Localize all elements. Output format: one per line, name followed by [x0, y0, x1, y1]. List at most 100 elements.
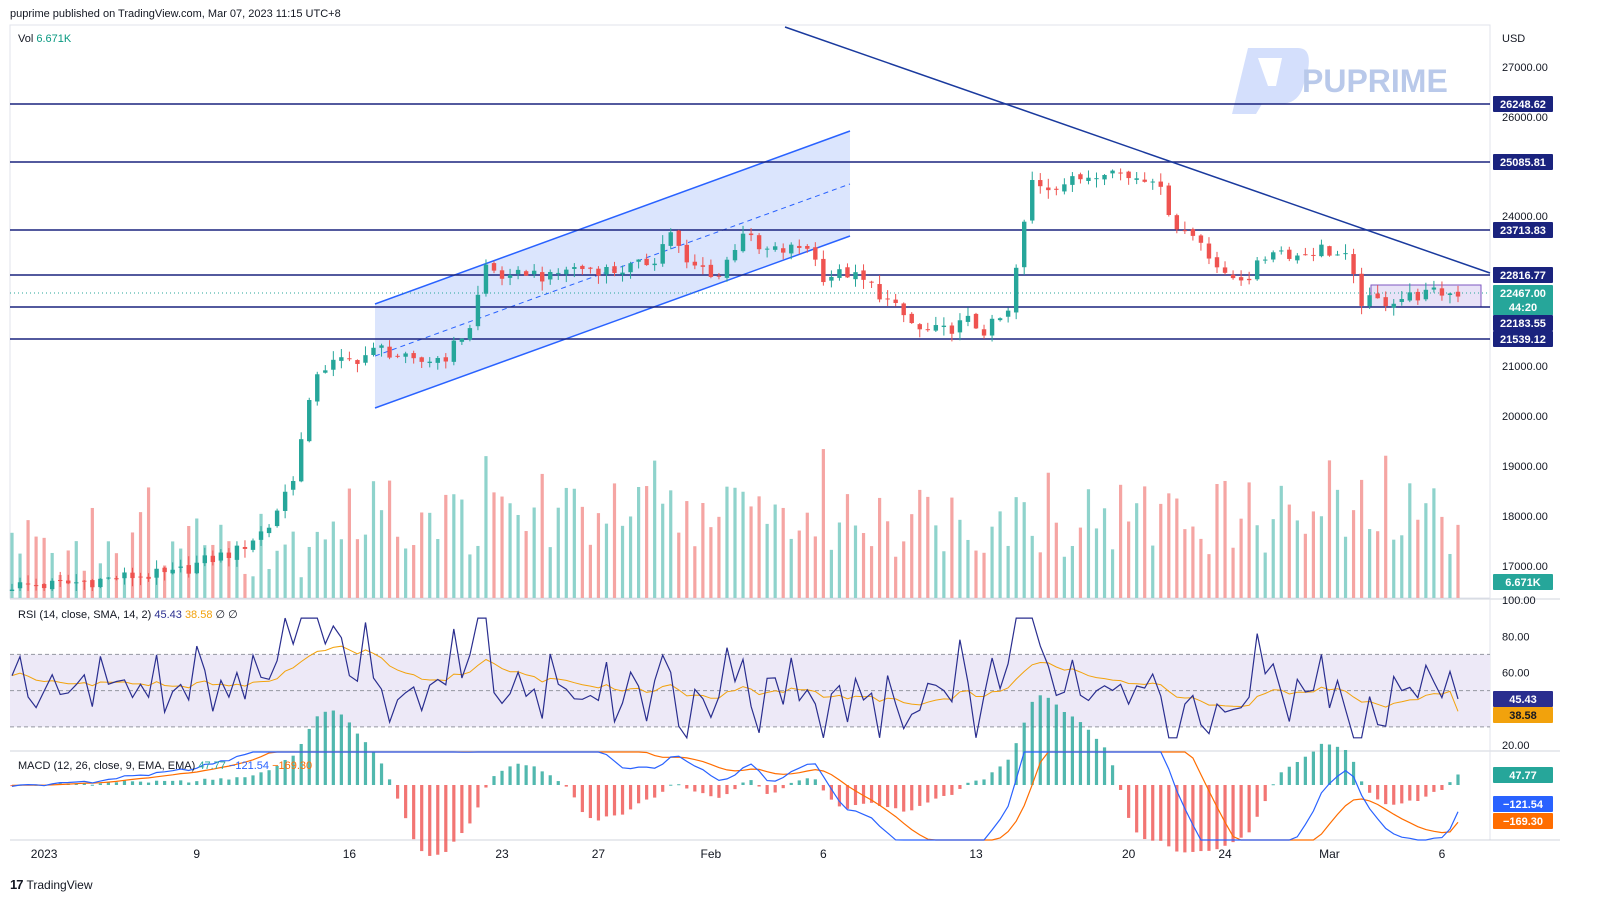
macd-hist-bar [355, 733, 360, 785]
candle-body [1174, 215, 1180, 230]
macd-hist-bar [291, 755, 295, 785]
candle-body [210, 555, 216, 563]
candle-body [387, 346, 392, 358]
level-badge: 23713.83 [1493, 222, 1553, 238]
candle-body [1407, 292, 1412, 301]
level-lines [10, 103, 1490, 340]
volume-bar [492, 492, 496, 598]
macd-hist-bar [966, 782, 970, 785]
candle-body [1375, 293, 1380, 299]
candle-body [764, 248, 770, 250]
macd-line-value: −121.54 [228, 760, 270, 772]
macd-hist-bar [1159, 785, 1163, 841]
macd-hist-bar [1408, 785, 1412, 801]
price-tick-label: 21000.00 [1502, 361, 1548, 373]
volume-bar [604, 523, 609, 598]
tradingview-footer: 17 TradingView [10, 877, 93, 892]
macd-hist-bar [741, 782, 745, 785]
macd-hist-bar [653, 785, 657, 798]
volume-bar [10, 532, 14, 598]
volume-bar [436, 539, 440, 598]
macd-hist-bar [749, 780, 753, 785]
candle-body [467, 328, 473, 340]
macd-hist-bar [845, 785, 850, 809]
volume-bar [781, 507, 785, 598]
volume-bar [934, 525, 938, 598]
macd-hist-bar [982, 779, 986, 785]
macd-hist-bar [1279, 772, 1283, 785]
rsi-band [10, 654, 1490, 727]
volume-bar [1400, 535, 1404, 598]
macd-hist-bar [420, 785, 424, 852]
volume-bar [1247, 482, 1251, 598]
volume-bar [853, 525, 858, 598]
candle-body [1046, 187, 1051, 191]
price-tick-label: 24000.00 [1502, 211, 1548, 223]
macd-hist-bar [1327, 744, 1332, 785]
macd-legend: MACD (12, 26, close, 9, EMA, EMA) 47.77 … [18, 760, 312, 772]
volume-bar [146, 487, 151, 598]
volume-bar [757, 496, 761, 598]
macd-hist-bar [1151, 785, 1155, 841]
candle-body [419, 357, 424, 362]
macd-hist-bar [1263, 785, 1267, 802]
macd-hist-bar [516, 763, 520, 785]
volume-bar [1030, 535, 1034, 598]
macd-hist-bar [275, 765, 279, 785]
macd-hist-bar [1078, 722, 1083, 785]
volume-bar [813, 536, 817, 598]
volume-bar [894, 556, 898, 598]
macd-signal-badge-bg [1493, 813, 1553, 829]
macd-hist-bar [821, 785, 825, 791]
volume-bar [355, 539, 360, 598]
volume-bar [1191, 526, 1195, 598]
macd-hist-bar [396, 785, 400, 799]
macd-hist-bar [628, 785, 633, 810]
volume-bar [1175, 498, 1179, 598]
candle-body [234, 545, 240, 560]
candle-body [1118, 172, 1123, 174]
macd-hist-bar [773, 785, 777, 793]
rsi-line [11, 617, 1459, 740]
volume-bar [709, 527, 713, 598]
price-tick-label: 18000.00 [1502, 511, 1548, 523]
macd-hist-bar [580, 785, 584, 813]
macd-signal-value: −169.30 [272, 760, 313, 772]
candle-body [531, 270, 537, 275]
volume-bar [1054, 522, 1058, 598]
candle-body [1279, 250, 1284, 252]
macd-hist-bar [219, 778, 223, 785]
macd-hist-bar [918, 785, 922, 806]
candle-body [491, 263, 497, 271]
volume-bar [74, 541, 78, 598]
candle-body [877, 284, 882, 300]
macd-hist-bar [452, 785, 456, 842]
level-badge: 21539.12 [1493, 331, 1553, 347]
candle-body [652, 263, 657, 266]
macd-hist-bar [82, 783, 86, 785]
volume-bar [508, 503, 512, 598]
volume-bar [387, 480, 392, 598]
macd-hist-bar [701, 785, 705, 794]
macd-hist-bar [1127, 785, 1131, 818]
volume-bar [1408, 483, 1412, 598]
rsi-tick-label: 80.00 [1502, 631, 1530, 643]
candle-body [1391, 303, 1396, 308]
candle-body [1415, 291, 1421, 301]
candle-body [692, 261, 698, 266]
candle-body [299, 439, 304, 482]
time-tick-label: 24 [1218, 847, 1232, 861]
macd-hist-bar [1215, 785, 1219, 850]
volume-bar [130, 532, 135, 598]
macd-hist-bar [1351, 761, 1356, 785]
macd-hist-bar [436, 785, 440, 855]
volume-bar [460, 499, 464, 598]
volume-bar [1392, 539, 1396, 598]
volume-bar [580, 506, 584, 598]
candle-body [885, 298, 890, 300]
candle-body [660, 244, 665, 264]
macd-hist-bar [484, 785, 488, 788]
volume-bar [701, 503, 705, 598]
volume-bar [412, 545, 416, 598]
